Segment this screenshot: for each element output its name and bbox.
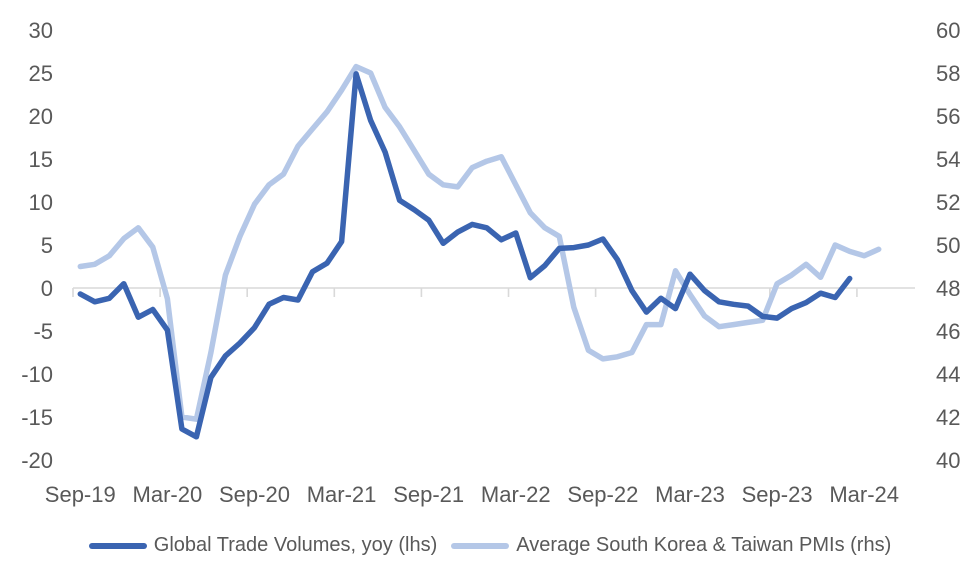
legend-item-pmi: Average South Korea & Taiwan PMIs (rhs) (451, 534, 891, 557)
left-axis-tick-label: 5 (41, 233, 53, 258)
right-axis-tick-label: 42 (936, 405, 960, 430)
line-chart: 302520151050-5-10-15-2060585654525048464… (21, 18, 960, 507)
right-axis-tick-label: 48 (936, 276, 960, 301)
x-axis-tick-label: Sep-22 (567, 482, 638, 507)
trade-volumes-line (77, 71, 853, 440)
x-axis-tick-label: Sep-21 (393, 482, 464, 507)
left-axis-tick-label: -20 (21, 448, 53, 473)
x-axis-tick-label: Mar-22 (481, 482, 551, 507)
x-axis-tick-label: Mar-23 (655, 482, 725, 507)
right-axis-tick-label: 58 (936, 61, 960, 86)
left-axis-tick-label: -15 (21, 405, 53, 430)
right-axis-tick-label: 52 (936, 190, 960, 215)
legend-label-pmi: Average South Korea & Taiwan PMIs (rhs) (516, 534, 892, 556)
left-axis-tick-label: -5 (33, 319, 53, 344)
legend-item-trade: Global Trade Volumes, yoy (lhs) (88, 534, 438, 557)
right-axis-tick-label: 46 (936, 319, 960, 344)
right-axis-tick-label: 50 (936, 233, 960, 258)
pmi-line-swatch (451, 542, 510, 549)
left-axis-tick-label: -10 (21, 362, 53, 387)
chart-legend: Global Trade Volumes, yoy (lhs) Average … (0, 534, 980, 557)
left-axis-tick-label: 0 (41, 276, 53, 301)
right-axis-tick-label: 40 (936, 448, 960, 473)
right-axis-tick-label: 54 (936, 147, 960, 172)
left-axis-tick-label: 10 (29, 190, 53, 215)
right-axis-tick-label: 56 (936, 104, 960, 129)
trade-line-swatch (88, 542, 147, 549)
left-axis-tick-label: 15 (29, 147, 53, 172)
x-axis-tick-label: Mar-21 (307, 482, 377, 507)
x-axis-tick-label: Sep-20 (219, 482, 290, 507)
right-axis-tick-label: 44 (936, 362, 960, 387)
pmi-line (77, 63, 882, 422)
x-axis-tick-label: Sep-23 (742, 482, 813, 507)
left-axis-tick-label: 20 (29, 104, 53, 129)
left-axis-tick-label: 30 (29, 18, 53, 43)
x-axis-tick-label: Mar-24 (829, 482, 899, 507)
left-axis-tick-label: 25 (29, 61, 53, 86)
right-axis-tick-label: 60 (936, 18, 960, 43)
x-axis-tick-label: Mar-20 (133, 482, 203, 507)
x-axis-tick-label: Sep-19 (45, 482, 116, 507)
legend-label-trade: Global Trade Volumes, yoy (lhs) (153, 534, 438, 556)
